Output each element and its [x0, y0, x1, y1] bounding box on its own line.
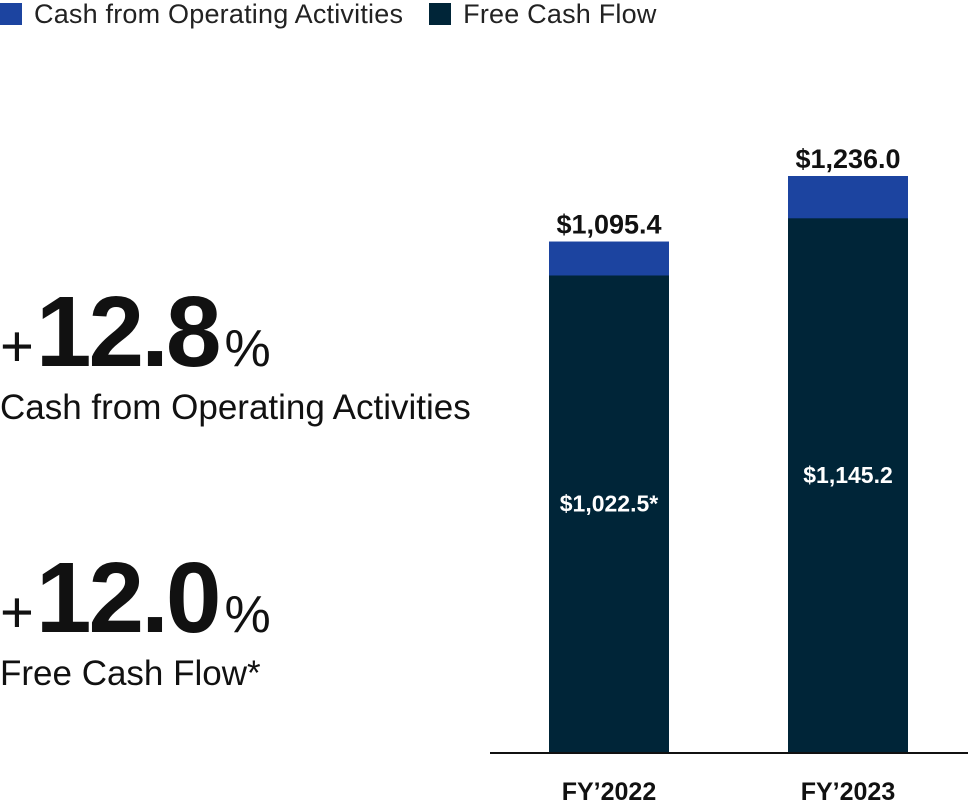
chart-legend: Cash from Operating Activities Free Cash… [0, 0, 683, 30]
bar-fcf-0 [549, 275, 669, 752]
stat-caption: Cash from Operating Activities [0, 388, 471, 427]
stat-operating-growth: + 12.8 % Cash from Operating Activities [0, 282, 471, 428]
stat-sign: + [0, 314, 34, 379]
x-tick-label-1: FY’2023 [801, 778, 896, 806]
stat-caption: Free Cash Flow* [0, 654, 261, 693]
legend-label-operating: Cash from Operating Activities [34, 0, 404, 29]
bar-fcf-label-0: $1,022.5* [560, 491, 659, 517]
stat-number: 12.0 [35, 542, 222, 654]
bar-fcf-1 [788, 218, 908, 752]
legend-swatch-operating [0, 3, 22, 25]
stat-unit: % [224, 586, 271, 644]
stat-fcf-growth: + 12.0 % Free Cash Flow* [0, 548, 271, 694]
stat-unit: % [224, 320, 271, 378]
bar-operating-label-0: $1,095.4 [556, 210, 661, 240]
legend-item-fcf: Free Cash Flow [429, 0, 656, 30]
legend-swatch-fcf [429, 3, 452, 25]
legend-item-operating: Cash from Operating Activities [0, 0, 403, 30]
stat-number: 12.8 [35, 276, 222, 388]
stat-sign: + [0, 580, 34, 645]
legend-label-fcf: Free Cash Flow [463, 0, 657, 29]
x-tick-label-0: FY’2022 [562, 778, 657, 806]
bar-operating-label-1: $1,236.0 [795, 144, 900, 174]
bar-fcf-label-1: $1,145.2 [803, 462, 893, 488]
